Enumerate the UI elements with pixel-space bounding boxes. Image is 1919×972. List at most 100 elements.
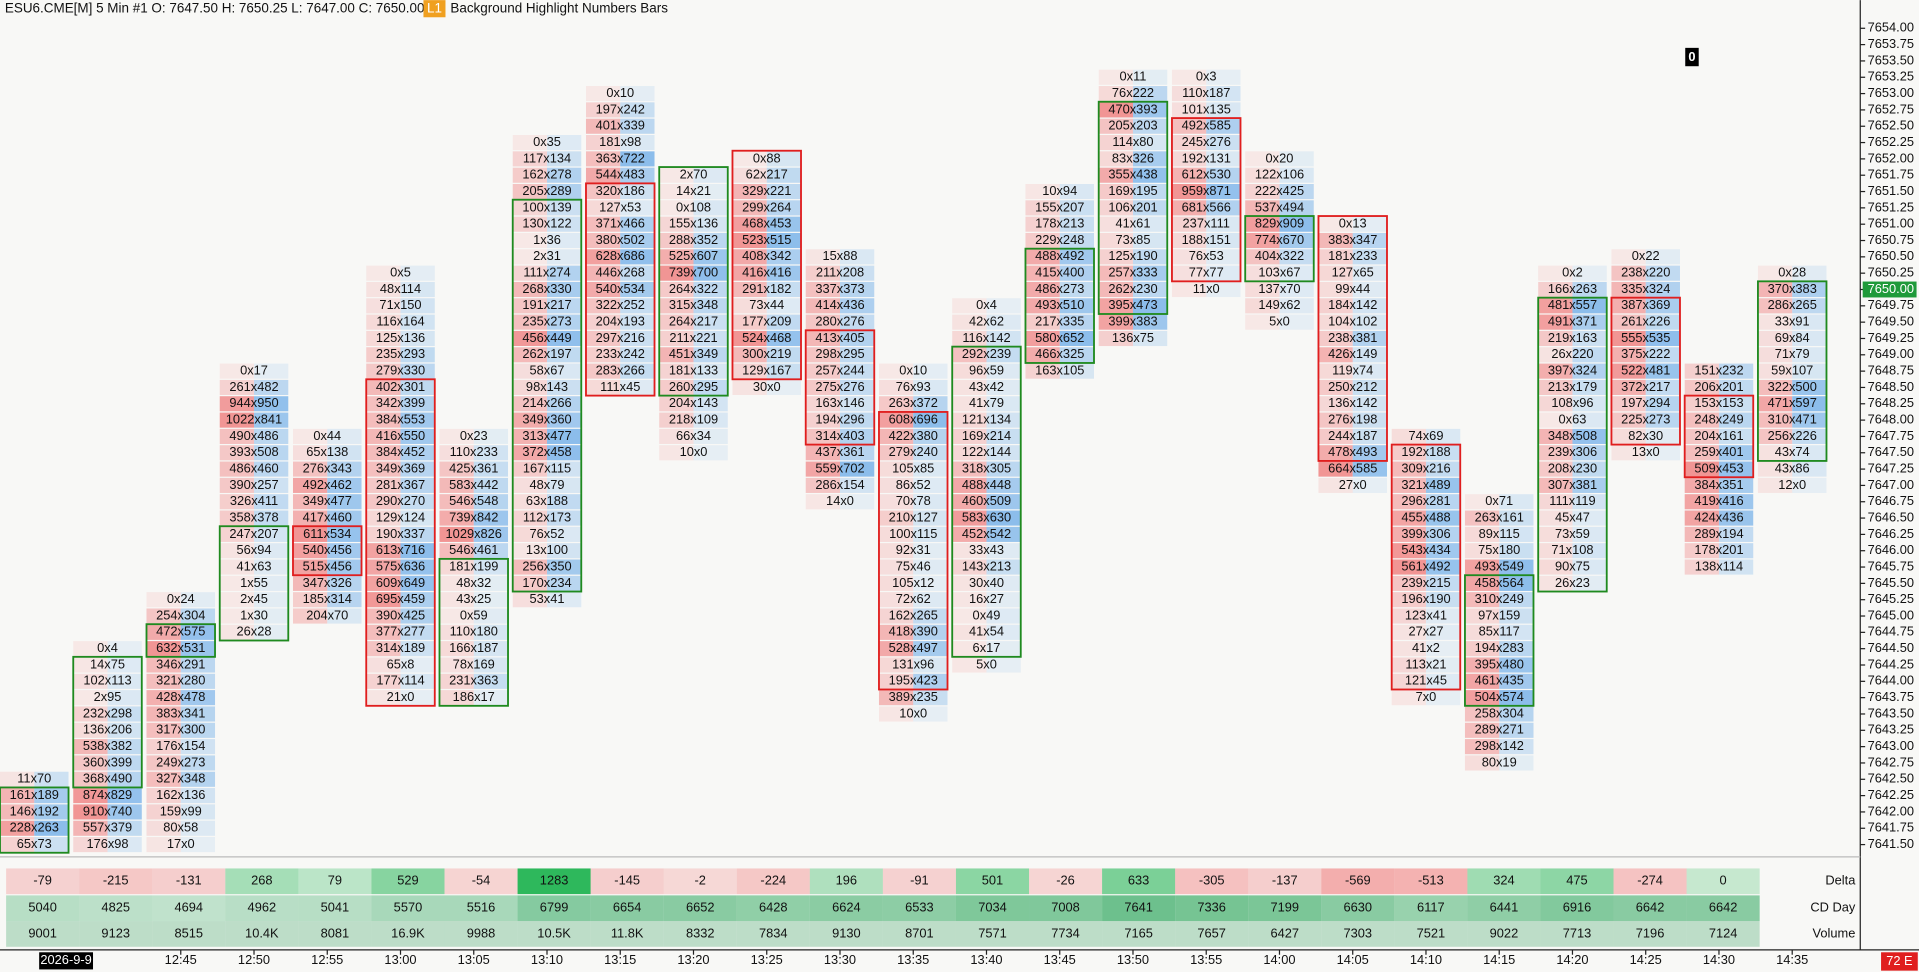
ask-volume [254, 363, 289, 379]
bid-volume [366, 657, 401, 673]
price-label: 7647.75 [1868, 428, 1914, 443]
bid-volume [878, 379, 914, 396]
ask-volume [1792, 347, 1827, 363]
bid-volume [878, 363, 914, 379]
footprint-cell: 437x361 [815, 444, 864, 459]
ask-volume [1059, 363, 1095, 379]
ask-volume [473, 559, 509, 575]
table-value: 633 [1128, 873, 1149, 888]
footprint-cell: 222x425 [1255, 183, 1304, 198]
table-value: 6630 [1344, 900, 1373, 915]
bid-volume [659, 167, 694, 183]
price-label: 7651.25 [1868, 199, 1914, 214]
bid-volume [952, 379, 987, 396]
footprint-cell: 397x324 [1548, 363, 1597, 378]
footprint-cell: 426x149 [1328, 346, 1377, 361]
ask-volume [620, 379, 655, 396]
ask-volume [107, 820, 142, 836]
bid-volume [1098, 200, 1133, 216]
ask-volume [1792, 314, 1827, 330]
footprint-cell: 322x252 [596, 297, 645, 312]
footprint-cell: 370x383 [1768, 281, 1817, 296]
footprint-cell: 310x471 [1768, 411, 1817, 426]
ask-volume [620, 102, 655, 118]
ask-volume [473, 543, 509, 559]
table-cell [1102, 895, 1176, 922]
table-value: 7034 [978, 900, 1007, 915]
table-value: 6642 [1636, 900, 1665, 915]
bid-volume [585, 363, 621, 379]
footprint-cell: 256x350 [522, 558, 571, 573]
bid-volume [1171, 69, 1207, 85]
ask-volume [1425, 673, 1461, 689]
badge: L1 [427, 0, 442, 15]
ask-volume [400, 445, 435, 461]
bid-volume [1757, 461, 1793, 477]
table-cell [1613, 868, 1687, 895]
bid-volume [1318, 249, 1353, 265]
bid-volume [1318, 412, 1353, 428]
price-label: 7650.25 [1868, 265, 1914, 280]
footprint-cell: 348x508 [1548, 428, 1597, 443]
footprint-cell: 117x134 [523, 150, 571, 165]
footprint-cell: 186x17 [453, 689, 495, 704]
footprint-cell: 204x70 [306, 607, 348, 622]
bid-volume [512, 575, 548, 591]
footprint-cell: 43x42 [969, 379, 1004, 394]
time-label: 14:00 [1263, 952, 1295, 967]
table-cell [1540, 895, 1614, 922]
footprint-cell: 5x0 [976, 656, 997, 671]
table-cell [809, 868, 883, 895]
bid-volume [292, 510, 328, 526]
ask-volume [620, 200, 655, 216]
footprint-cell: 83x326 [1112, 150, 1154, 165]
ask-volume [1718, 396, 1754, 412]
footprint-cell: 235x293 [376, 346, 425, 361]
candle-body [365, 378, 436, 707]
footprint-cell: 106x201 [1108, 199, 1157, 214]
bid-volume [1757, 396, 1793, 412]
ask-volume [913, 706, 948, 722]
ask-volume [766, 330, 802, 347]
candle-body [1757, 280, 1828, 462]
ask-volume [1572, 559, 1607, 575]
table-value: 4825 [101, 900, 130, 915]
ask-volume [839, 379, 875, 396]
footprint-cell: 456x449 [522, 330, 571, 345]
ask-volume [693, 314, 728, 330]
ask-volume [986, 330, 1021, 347]
ask-volume [180, 592, 216, 608]
ask-volume [1425, 428, 1461, 444]
bid-volume [366, 575, 401, 591]
ask-volume [766, 200, 802, 216]
bid-volume [1245, 249, 1280, 265]
ask-volume [1059, 183, 1095, 200]
bid-volume [659, 379, 694, 396]
ask-volume [400, 494, 435, 510]
footprint-cell: 239x306 [1548, 444, 1597, 459]
footprint-cell: 229x248 [1035, 232, 1084, 247]
bid-volume [878, 706, 914, 722]
footprint-cell: 104x102 [1328, 314, 1377, 329]
price-label: 7644.50 [1868, 640, 1914, 655]
row-label: Volume [1813, 925, 1856, 940]
table-value: 5570 [394, 900, 423, 915]
bid-volume [805, 461, 840, 477]
ask-volume [400, 559, 435, 575]
bid-volume [512, 363, 548, 379]
footprint-cell: 122x144 [962, 444, 1011, 459]
footprint-cell: 390x257 [229, 477, 278, 492]
bid-volume [952, 298, 987, 314]
table-cell [1686, 868, 1760, 895]
footprint-cell: 65x138 [306, 444, 348, 459]
bid-volume [878, 445, 914, 461]
bid-volume [1171, 200, 1207, 216]
footprint-cell: 491x371 [1548, 314, 1597, 329]
footprint-cell: 492x585 [1182, 118, 1231, 133]
footprint-cell: 90x75 [1555, 558, 1590, 573]
footprint-cell: 188x151 [1182, 232, 1231, 247]
bid-volume [659, 445, 694, 461]
ask-volume [254, 379, 289, 396]
footprint-cell: 125x190 [1108, 248, 1157, 263]
footprint-cell: 129x124 [376, 509, 425, 524]
